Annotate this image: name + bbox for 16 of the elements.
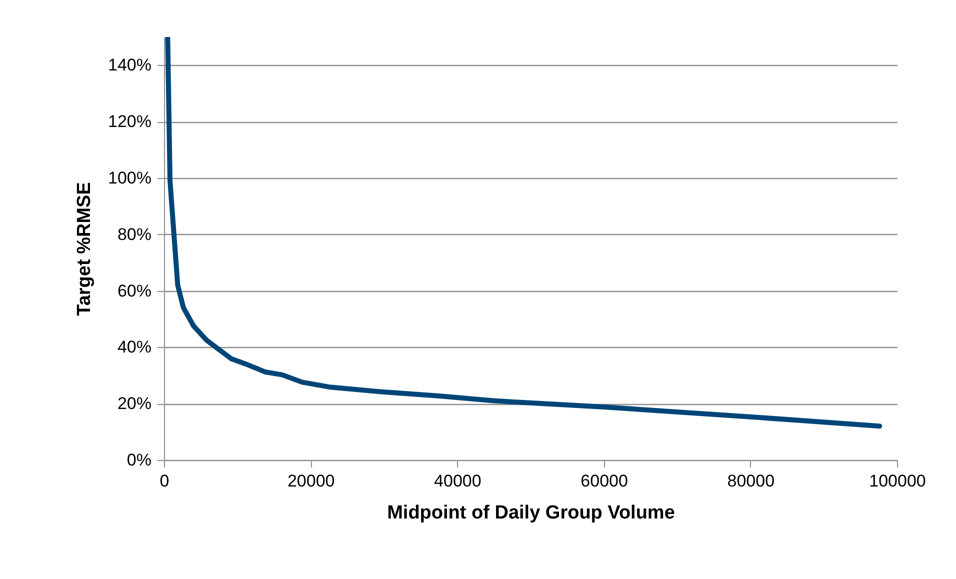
x-tick-label: 20000 xyxy=(287,472,335,490)
x-tick-label: 40000 xyxy=(434,472,482,490)
y-tick-label: 140% xyxy=(108,56,152,75)
x-tick-label: 60000 xyxy=(580,472,628,490)
x-axis-title: Midpoint of Daily Group Volume xyxy=(387,502,675,524)
y-tick-label: 80% xyxy=(117,224,152,244)
y-tick-label: 100% xyxy=(108,168,152,188)
y-tick-label: 0% xyxy=(126,450,152,470)
y-axis-title: Target %RMSE xyxy=(74,182,96,316)
x-tick-label: 100000 xyxy=(869,472,926,490)
x-tick-label: 80000 xyxy=(727,472,775,490)
y-tick-label: 120% xyxy=(108,112,152,132)
y-tick-label: 60% xyxy=(117,281,152,300)
x-tick-label: 0 xyxy=(160,472,170,490)
y-tick-label: 40% xyxy=(117,338,152,357)
y-tick-label: 20% xyxy=(117,394,152,414)
